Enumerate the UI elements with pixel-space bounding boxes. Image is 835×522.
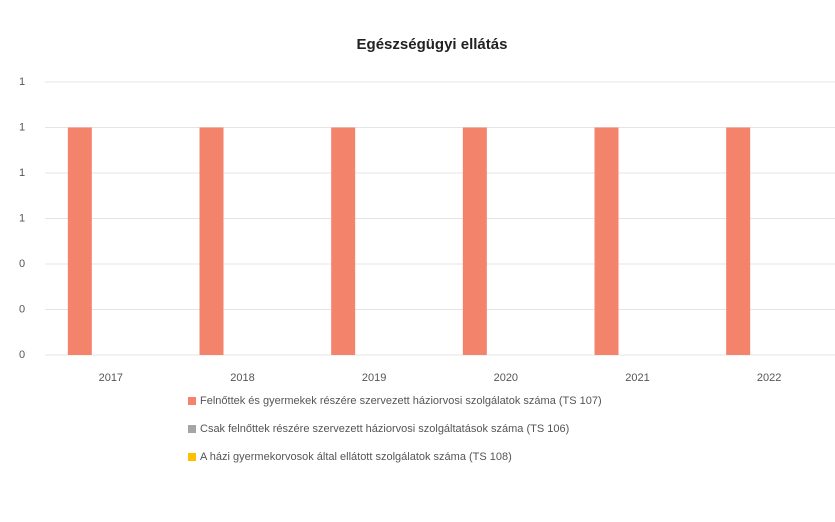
y-tick-label: 1 <box>19 212 25 224</box>
y-tick-label: 0 <box>19 258 25 270</box>
x-tick-label: 2020 <box>494 372 518 384</box>
legend-item: Csak felnőttek részére szervezett házior… <box>188 418 668 440</box>
legend-label: Felnőttek és gyermekek részére szervezet… <box>200 395 602 407</box>
x-tick-label: 2022 <box>757 372 781 384</box>
legend-label: Csak felnőttek részére szervezett házior… <box>200 423 570 435</box>
legend-swatch <box>188 397 196 405</box>
x-tick-label: 2021 <box>625 372 649 384</box>
y-tick-label: 1 <box>19 76 25 88</box>
bar <box>462 127 487 355</box>
y-tick-label: 1 <box>19 167 25 179</box>
legend-label: A házi gyermekorvosok által ellátott szo… <box>200 451 512 463</box>
chart: Egészségügyi ellátás 0 0 0 1 1 1 1 2017 2018 2019… <box>19 36 835 384</box>
y-tick-label: 0 <box>19 303 25 315</box>
bar <box>331 127 356 355</box>
bar <box>726 127 751 355</box>
legend-swatch <box>188 453 196 461</box>
legend-swatch <box>188 425 196 433</box>
x-tick-label: 2017 <box>99 372 123 384</box>
bar <box>594 127 619 355</box>
legend-item: A házi gyermekorvosok által ellátott szo… <box>188 446 668 468</box>
y-tick-label: 1 <box>19 121 25 133</box>
bar <box>199 127 224 355</box>
legend-item: Felnőttek és gyermekek részére szervezet… <box>188 390 668 412</box>
bar <box>67 127 92 355</box>
y-tick-label: 0 <box>19 349 25 361</box>
legend: Felnőttek és gyermekek részére szervezet… <box>188 390 668 474</box>
chart-title: Egészségügyi ellátás <box>357 36 508 53</box>
x-tick-label: 2018 <box>230 372 254 384</box>
x-tick-label: 2019 <box>362 372 386 384</box>
